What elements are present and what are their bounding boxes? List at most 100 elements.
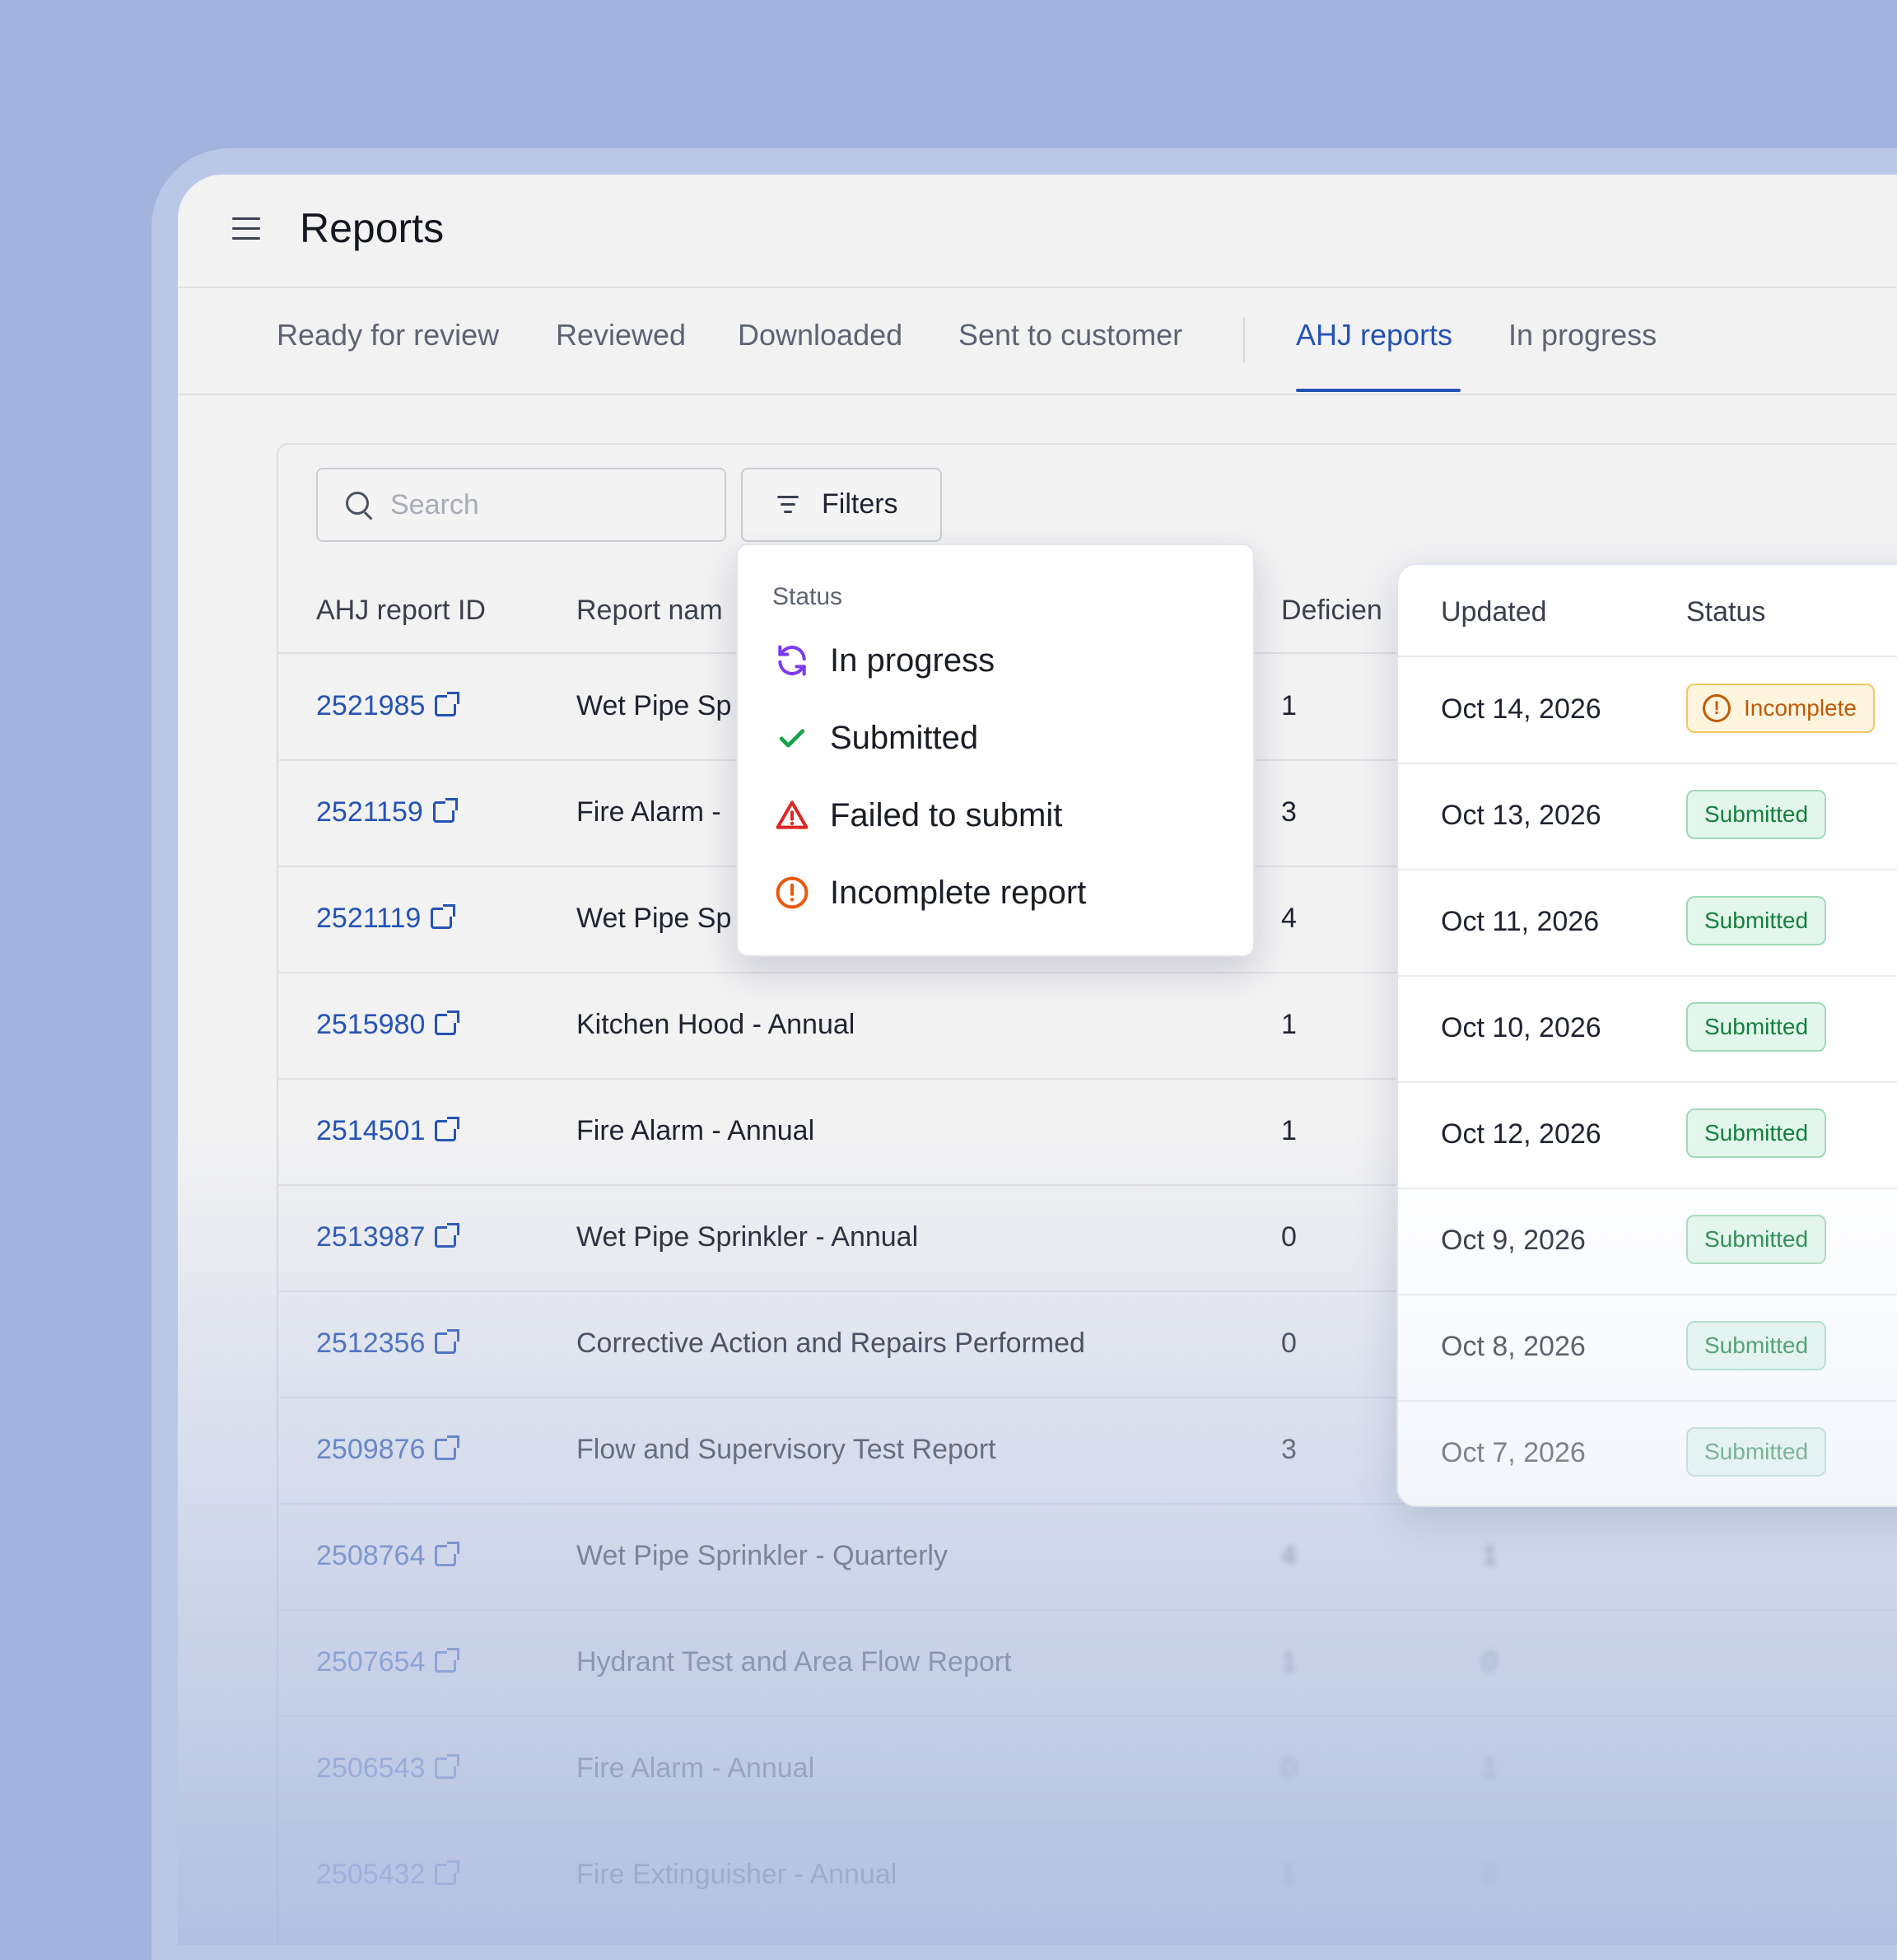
deficiencies-cell: 4	[1281, 1540, 1297, 1571]
external-link-icon[interactable]	[435, 1329, 460, 1354]
external-link-icon[interactable]	[435, 1754, 460, 1779]
status-badge-label: Submitted	[1704, 1014, 1809, 1039]
tab-downloaded[interactable]: Downloaded	[738, 318, 903, 352]
column-header-deficiencies[interactable]: Deficien	[1281, 595, 1382, 626]
deficiencies-cell: 1	[1281, 1646, 1297, 1678]
report-id-link[interactable]: 2514501	[316, 1115, 460, 1147]
report-id-link[interactable]: 2512356	[316, 1328, 460, 1360]
filter-option-label: Failed to submit	[830, 797, 1063, 833]
report-id-link[interactable]: 2515980	[316, 1009, 460, 1041]
table-row[interactable]: 2508764 Wet Pipe Sprinkler - Quarterly 4 1	[277, 1504, 1897, 1611]
report-id-link[interactable]: 2513987	[316, 1221, 460, 1253]
report-id-text: 2513987	[316, 1221, 426, 1253]
status-badge-label: Submitted	[1704, 908, 1809, 933]
external-link-icon[interactable]	[431, 904, 456, 929]
report-id-link[interactable]: 2505432	[316, 1859, 460, 1891]
search-input[interactable]: Search	[316, 468, 726, 542]
status-card-row[interactable]: Oct 14, 2026! Incomplete	[1398, 657, 1897, 764]
table-row[interactable]: 2507654 Hydrant Test and Area Flow Report…	[277, 1610, 1897, 1717]
table-row[interactable]: 2505432 Fire Extinguisher - Annual 1 0	[277, 1822, 1897, 1930]
deficiencies-cell: 0	[1281, 1752, 1297, 1784]
report-name-cell: Hydrant Test and Area Flow Report	[576, 1646, 1012, 1678]
report-id-text: 2515980	[316, 1009, 426, 1040]
search-icon	[346, 492, 369, 515]
status-card-row[interactable]: Oct 9, 2026 Submitted	[1398, 1188, 1897, 1295]
external-link-icon[interactable]	[435, 692, 460, 716]
external-link-icon[interactable]	[432, 798, 458, 823]
status-card-row[interactable]: Oct 7, 2026 Submitted	[1398, 1401, 1897, 1505]
report-id-text: 2506543	[316, 1752, 426, 1784]
status-badge-label: Submitted	[1704, 1226, 1809, 1252]
report-name-cell: Flow and Supervisory Test Report	[576, 1434, 996, 1465]
report-id-text: 2521119	[316, 903, 422, 934]
column-header-id[interactable]: AHJ report ID	[316, 595, 486, 626]
blurred-count-cell: 1	[1482, 1752, 1498, 1784]
filter-option-failed-to-submit[interactable]: Failed to submit	[738, 782, 1253, 848]
dropdown-section-title: Status	[772, 583, 843, 610]
report-id-link[interactable]: 2521159	[316, 796, 458, 828]
tab-in-progress[interactable]: In progress	[1508, 318, 1657, 352]
warning-triangle-icon	[774, 797, 810, 833]
report-name-cell: Fire Alarm - Annual	[576, 1752, 815, 1784]
external-link-icon[interactable]	[435, 1648, 460, 1673]
tab-reviewed[interactable]: Reviewed	[556, 318, 687, 352]
status-card-row[interactable]: Oct 8, 2026 Submitted	[1398, 1295, 1897, 1402]
filter-option-incomplete-report[interactable]: Incomplete report	[738, 860, 1253, 926]
tab-ahj-reports[interactable]: AHJ reports	[1296, 318, 1453, 352]
column-header-report-name[interactable]: Report nam	[576, 595, 723, 626]
filter-option-submitted[interactable]: Submitted	[738, 705, 1253, 771]
status-badge-submitted: Submitted	[1686, 1427, 1827, 1477]
check-icon	[774, 720, 810, 756]
external-link-icon[interactable]	[435, 1223, 460, 1248]
status-card-row[interactable]: Oct 10, 2026 Submitted	[1398, 976, 1897, 1083]
status-badge-label: Incomplete	[1744, 695, 1857, 721]
column-header-status[interactable]: Status	[1686, 596, 1766, 628]
filter-option-in-progress[interactable]: In progress	[738, 628, 1253, 693]
report-id-text: 2509876	[316, 1434, 426, 1465]
deficiencies-cell: 1	[1281, 690, 1297, 721]
status-badge-submitted: Submitted	[1686, 1002, 1827, 1052]
app-header: Reports	[178, 175, 1897, 288]
deficiencies-cell: 0	[1281, 1221, 1297, 1253]
status-card-row[interactable]: Oct 11, 2026 Submitted	[1398, 870, 1897, 977]
status-card-row[interactable]: Oct 12, 2026 Submitted	[1398, 1082, 1897, 1189]
external-link-icon[interactable]	[435, 1117, 460, 1141]
external-link-icon[interactable]	[435, 1860, 460, 1885]
external-link-icon[interactable]	[435, 1010, 460, 1035]
filters-button[interactable]: Filters	[741, 468, 942, 542]
status-badge-incomplete: ! Incomplete	[1686, 684, 1875, 733]
external-link-icon[interactable]	[435, 1542, 460, 1566]
report-id-link[interactable]: 2521119	[316, 903, 456, 935]
status-badge-label: Submitted	[1704, 1120, 1809, 1146]
updated-date-cell: Oct 8, 2026	[1441, 1331, 1586, 1362]
column-header-updated[interactable]: Updated	[1441, 596, 1547, 628]
hamburger-menu-icon[interactable]	[232, 217, 260, 242]
table-row[interactable]: 2521119 Wet Pipe Sp 4	[277, 866, 1897, 973]
alert-circle-icon: !	[1703, 694, 1731, 722]
updated-date-cell: Oct 9, 2026	[1441, 1225, 1586, 1256]
report-id-link[interactable]: 2506543	[316, 1752, 460, 1785]
report-id-link[interactable]: 2507654	[316, 1646, 460, 1678]
external-link-icon[interactable]	[435, 1435, 460, 1460]
report-id-link[interactable]: 2508764	[316, 1540, 460, 1572]
report-tabs: Ready for review Reviewed Downloaded Sen…	[178, 288, 1897, 395]
table-row[interactable]: 2506543 Fire Alarm - Annual 0 1	[277, 1716, 1897, 1823]
tab-ready-for-review[interactable]: Ready for review	[277, 318, 500, 352]
refresh-icon	[774, 642, 810, 679]
status-card-row[interactable]: Oct 13, 2026 Submitted	[1398, 763, 1897, 870]
updated-date-cell: Oct 10, 2026	[1441, 1012, 1601, 1043]
filters-label: Filters	[822, 488, 898, 520]
search-placeholder: Search	[390, 489, 479, 520]
report-id-link[interactable]: 2521985	[316, 690, 460, 722]
updated-date-cell: Oct 11, 2026	[1441, 906, 1600, 937]
tab-sent-to-customer[interactable]: Sent to customer	[958, 318, 1183, 352]
deficiencies-cell: 1	[1281, 1859, 1297, 1890]
report-id-link[interactable]: 2509876	[316, 1434, 460, 1466]
report-name-cell: Wet Pipe Sp	[576, 690, 732, 721]
filter-option-label: Incomplete report	[830, 875, 1087, 911]
report-id-text: 2514501	[316, 1115, 426, 1146]
deficiencies-cell: 0	[1281, 1328, 1297, 1359]
status-badge-label: Submitted	[1704, 1332, 1809, 1358]
table-row[interactable]: 2515980 Kitchen Hood - Annual 1	[277, 973, 1897, 1080]
updated-date-cell: Oct 12, 2026	[1441, 1118, 1601, 1150]
